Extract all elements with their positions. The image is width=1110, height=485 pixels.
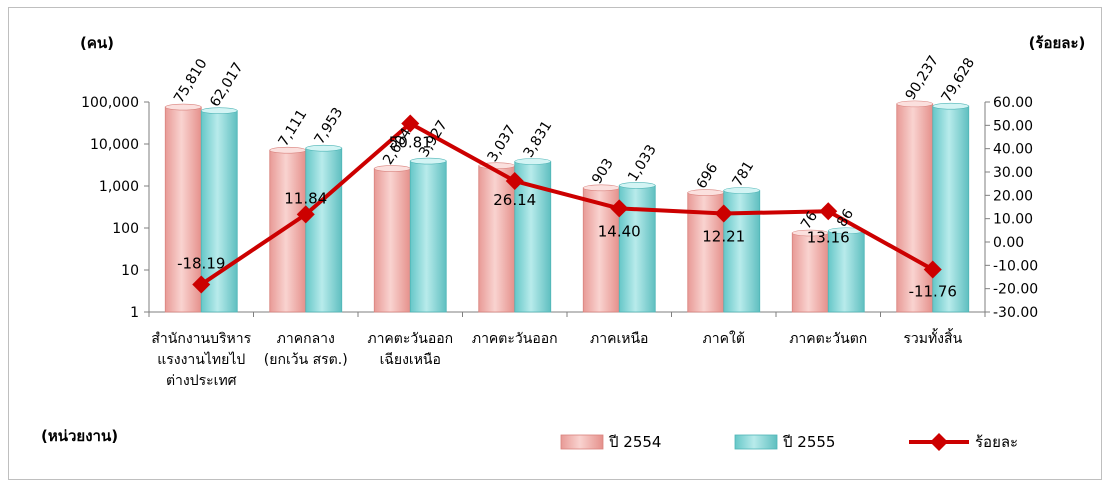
bar-value-label: 1,033 — [625, 142, 660, 184]
right-axis-tick-label: 40.00 — [993, 142, 1033, 158]
right-axis-tick-label: -10.00 — [993, 258, 1038, 274]
category-tick-label: (ยกเว้น สรต.) — [264, 352, 348, 368]
category-tick-label: แรงงานไทยไป — [157, 351, 245, 368]
bar-top-cap — [514, 158, 552, 165]
right-axis-tick-label: -30.00 — [993, 305, 1038, 321]
bar-2554 — [269, 149, 307, 313]
right-axis-tick-label: -20.00 — [993, 282, 1038, 298]
left-axis-tick-label: 1 — [130, 305, 139, 321]
legend: ปี 2554 ปี 2555 ร้อยละ — [560, 433, 1018, 451]
legend-label-2555: ปี 2555 — [782, 433, 835, 451]
bar-top-cap — [200, 107, 238, 115]
bar-2555 — [618, 185, 656, 313]
bar-2555 — [305, 147, 343, 313]
bar-top-cap — [618, 182, 656, 189]
right-axis-tick-label: 30.00 — [993, 165, 1033, 181]
percent-line-path — [200, 121, 934, 287]
legend-label-2554: ปี 2554 — [608, 433, 661, 451]
left-axis-tick-label: 100,000 — [81, 95, 139, 111]
bars — [164, 100, 970, 313]
bar-value-label: 903 — [589, 156, 617, 187]
left-axis-unit: (คน) — [80, 34, 114, 52]
bar-2554 — [478, 165, 516, 313]
percent-point-marker — [819, 202, 838, 221]
category-tick-label: เฉียงเหนือ — [380, 352, 441, 368]
percent-point-marker — [401, 114, 420, 133]
bar-2554 — [791, 232, 829, 313]
percent-value-label: -11.76 — [909, 282, 957, 300]
category-tick-label: รวมทั้งสิ้น — [903, 328, 962, 347]
category-tick-label: ต่างประเทศ — [166, 373, 237, 389]
bar-2555 — [932, 105, 970, 313]
legend-swatch-2555 — [734, 434, 778, 450]
left-axis-tick-label: 1,000 — [99, 179, 139, 195]
percent-value-label: 50.81 — [389, 133, 432, 151]
right-axis-tick-label: 20.00 — [993, 188, 1033, 204]
category-tick-label: ภาคเหนือ — [590, 331, 648, 347]
left-axis-tick-label: 100 — [112, 221, 139, 237]
right-axis-tick-label: 50.00 — [993, 118, 1033, 134]
category-tick-label: สำนักงานบริหาร — [151, 331, 251, 347]
bar-top-cap — [723, 187, 761, 194]
bar-value-label: 3,037 — [485, 122, 520, 164]
bar-2554 — [373, 168, 411, 313]
category-axis-label: (หน่วยงาน) — [41, 427, 118, 445]
category-tick-label: ภาคตะวันออก — [367, 331, 453, 347]
bar-value-label: 90,237 — [903, 53, 943, 103]
legend-marker-icon — [930, 433, 948, 451]
percent-point-marker — [296, 205, 315, 224]
legend-swatch-2554 — [560, 434, 604, 450]
category-tick-label: ภาคตะวันตก — [789, 331, 867, 347]
percent-point-marker — [192, 275, 211, 294]
chart-frame: (คน) (ร้อยละ) (หน่วยงาน) 1 10 100 1,000 10,0… — [8, 7, 1102, 480]
bar-value-label: 7,111 — [276, 107, 311, 149]
category-tick-label: ภาคกลาง — [277, 331, 335, 347]
chart-canvas: (คน) (ร้อยละ) (หน่วยงาน) 1 10 100 1,000 10,0… — [41, 34, 1086, 451]
percent-line — [192, 114, 942, 294]
bar-value-label: 7,953 — [312, 105, 347, 147]
percent-value-label: 14.40 — [598, 222, 641, 240]
bar-value-label: 781 — [730, 158, 758, 189]
percent-value-label: -18.19 — [177, 254, 225, 272]
bar-2555 — [409, 160, 447, 313]
percent-value-label: 12.21 — [702, 228, 745, 246]
category-tick-label: ภาคใต้ — [703, 330, 745, 347]
percent-value-label: 26.14 — [493, 191, 536, 209]
category-tick-label: ภาคตะวันออก — [472, 331, 558, 347]
percent-value-label: 13.16 — [807, 228, 850, 246]
bar-value-label: 3,831 — [521, 118, 556, 160]
bar-top-cap — [305, 144, 343, 152]
bar-top-cap — [409, 157, 447, 165]
percent-point-marker — [610, 199, 629, 218]
bar-value-label: 696 — [694, 161, 722, 192]
bar-top-cap — [932, 102, 970, 110]
bar-value-label: 79,628 — [939, 55, 979, 105]
bar-2554 — [164, 106, 202, 313]
legend-label-percent: ร้อยละ — [975, 433, 1018, 451]
percent-point-marker — [923, 260, 942, 279]
right-axis-tick-label: 60.00 — [993, 95, 1033, 111]
right-axis-tick-label: 10.00 — [993, 212, 1033, 228]
right-axis-unit: (ร้อยละ) — [1029, 34, 1086, 52]
bar-value-label: 62,017 — [207, 60, 247, 110]
percent-point-marker — [714, 204, 733, 223]
percent-point-marker — [505, 172, 524, 191]
left-axis-tick-label: 10 — [121, 263, 139, 279]
axes: 1 10 100 1,000 10,000 100,000 60.00 50.00 40.00 3… — [81, 95, 1038, 321]
bar-value-label: 75,810 — [171, 56, 211, 106]
left-axis-tick-label: 10,000 — [90, 137, 139, 153]
bar-2554 — [896, 103, 934, 313]
percent-value-label: 11.84 — [284, 189, 327, 207]
right-axis-tick-label: 0.00 — [993, 235, 1024, 251]
bar-2555 — [723, 190, 761, 313]
bar-top-cap — [164, 103, 202, 111]
bar-top-cap — [896, 100, 934, 108]
